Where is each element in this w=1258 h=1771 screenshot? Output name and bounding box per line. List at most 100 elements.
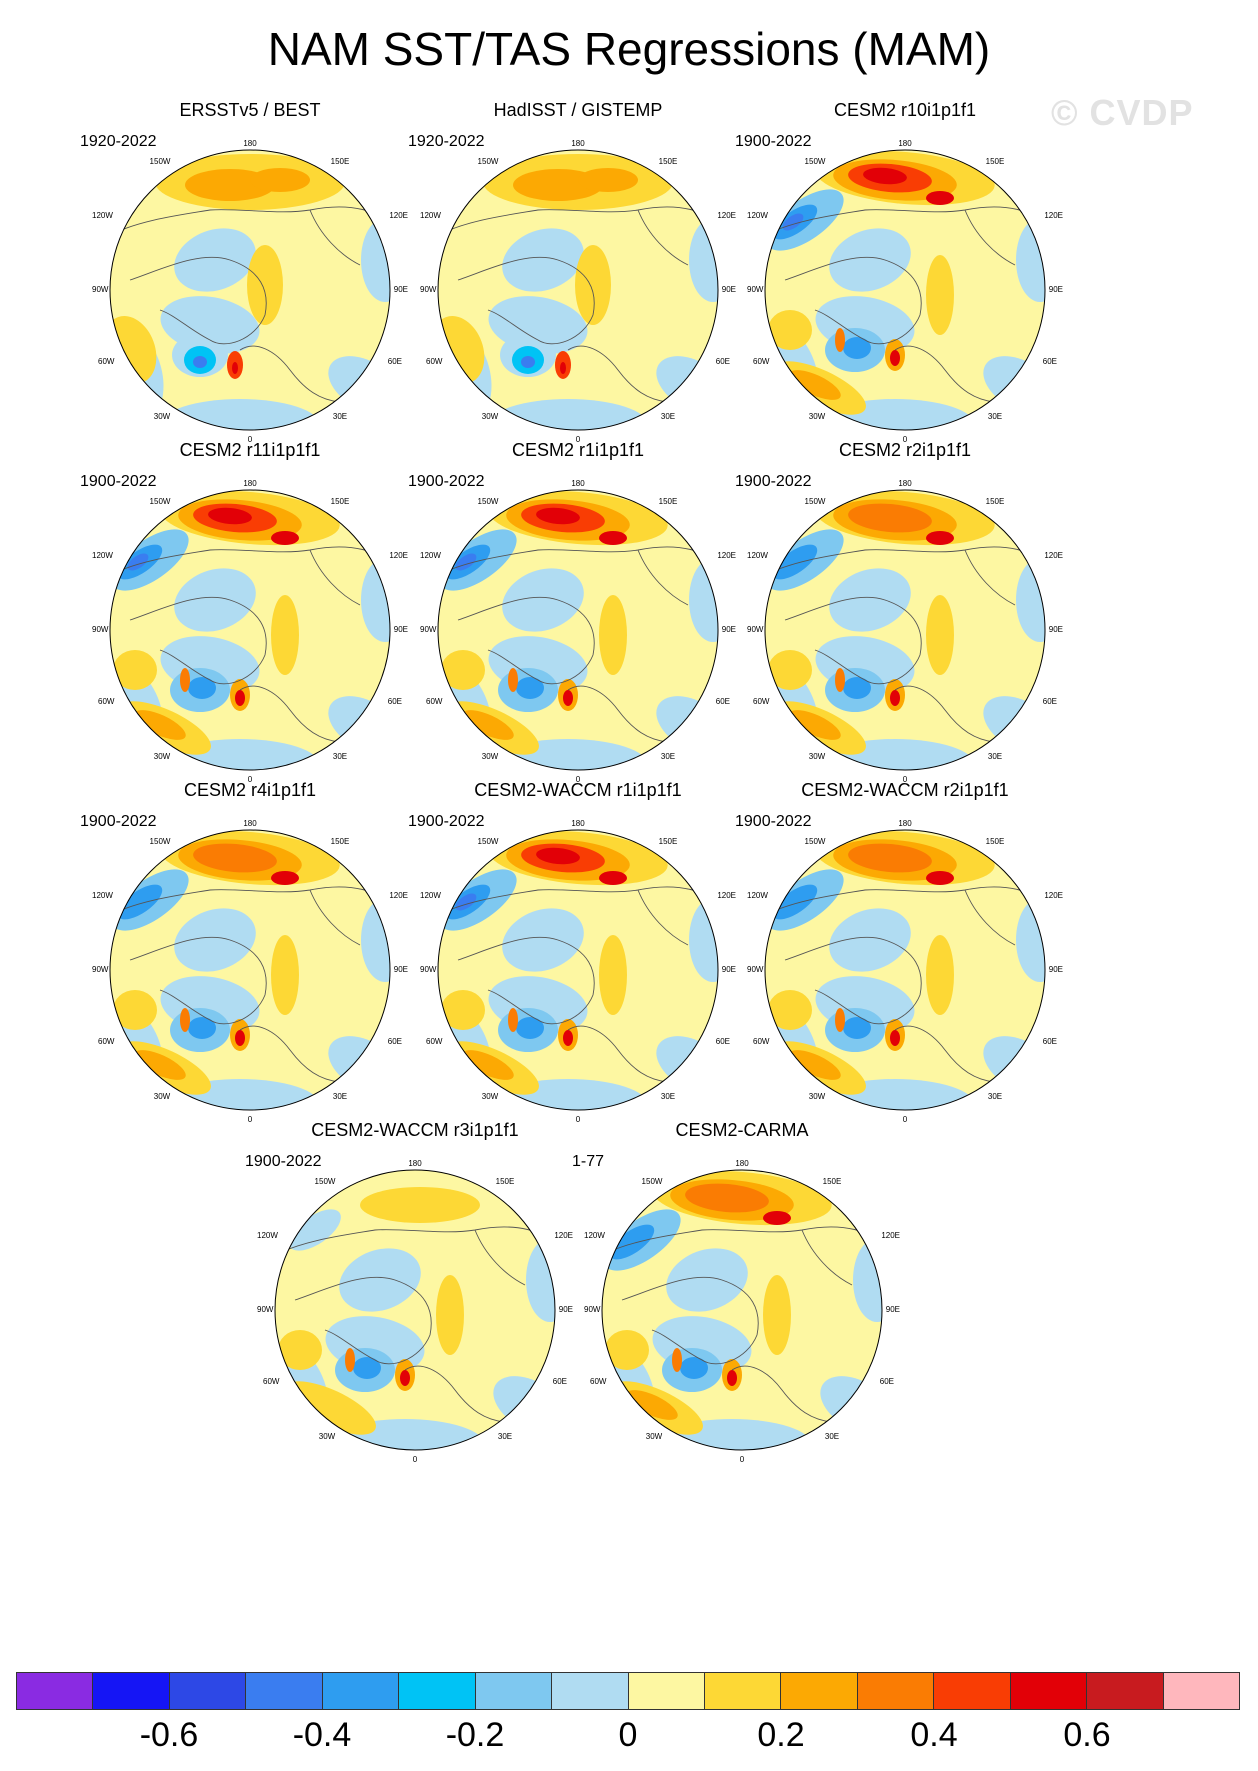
longitude-label-bottom: 0 — [740, 1455, 745, 1464]
polar-map: 180 0 150W 150E 120W 120E 90W 90E 60W 60E 30W 30E — [747, 140, 1063, 444]
longitude-label-right: 90E — [1049, 965, 1063, 974]
longitude-label-right: 90E — [394, 625, 408, 634]
longitude-label-lower-left: 30W — [646, 1432, 663, 1441]
anomaly-region — [727, 1370, 737, 1386]
anomaly-region — [689, 218, 718, 302]
anomaly-region — [835, 1008, 845, 1032]
anomaly-region — [848, 843, 932, 873]
panel-title: CESM2-WACCM r1i1p1f1 — [474, 780, 682, 800]
longitude-label-left: 90W — [747, 965, 764, 974]
anomaly-region — [609, 1224, 655, 1260]
longitude-label-left-lower: 60W — [426, 697, 443, 706]
longitude-label-right-upper: 120E — [389, 211, 408, 220]
anomaly-region — [271, 531, 299, 545]
map-panel: ERSSTv5 / BEST 1920-2022 180 0 150W 150E 120W 1… — [80, 100, 420, 444]
anomaly-region — [502, 908, 584, 972]
longitude-label-bottom: 0 — [903, 1115, 908, 1124]
colorbar-tick-label: -0.2 — [445, 1716, 505, 1754]
panel-years: 1920-2022 — [408, 133, 485, 150]
anomaly-region — [278, 1330, 322, 1370]
longitude-label-upper-left: 150W — [805, 497, 826, 506]
longitude-label-upper-left: 150W — [150, 497, 171, 506]
longitude-label-right-upper: 120E — [717, 551, 736, 560]
longitude-label-left: 90W — [257, 1305, 274, 1314]
anomaly-region — [835, 668, 845, 692]
anomaly-region — [502, 568, 584, 632]
anomaly-region — [271, 595, 299, 675]
longitude-label-left: 90W — [92, 625, 109, 634]
longitude-label-right: 90E — [722, 285, 736, 294]
anomaly-region — [250, 168, 310, 192]
coastline — [110, 546, 390, 743]
map-border — [109, 829, 391, 1111]
longitude-label-right: 90E — [722, 965, 736, 974]
anomaly-region — [926, 935, 954, 1015]
map-border — [437, 829, 719, 1111]
longitude-label-upper-right: 150E — [659, 157, 678, 166]
anomaly-region — [890, 690, 900, 706]
anomaly-region — [843, 1017, 871, 1039]
coastline — [765, 886, 1045, 1083]
longitude-label-right-lower: 60E — [1043, 697, 1057, 706]
longitude-label-right: 90E — [722, 625, 736, 634]
panel-years: 1900-2022 — [80, 473, 157, 490]
anomaly-region — [117, 884, 163, 920]
map-panel: CESM2-WACCM r2i1p1f1 1900-2022 180 0 150W 150… — [735, 780, 1075, 1124]
longitude-label-bottom: 0 — [248, 775, 253, 784]
anomaly-region — [174, 228, 256, 292]
longitude-label-lower-left: 30W — [319, 1432, 336, 1441]
colorbar-box — [1163, 1673, 1239, 1709]
longitude-label-left-upper: 120W — [747, 551, 768, 560]
longitude-label-lower-right: 30E — [988, 752, 1002, 761]
coastline — [765, 206, 1045, 403]
longitude-label-left-lower: 60W — [753, 357, 770, 366]
anomaly-region — [763, 1211, 791, 1225]
map-border — [109, 149, 391, 431]
longitude-label-upper-right: 150E — [659, 497, 678, 506]
anomaly-region — [772, 544, 818, 580]
longitude-label-top: 180 — [408, 1160, 422, 1168]
anomaly-region — [271, 871, 299, 885]
anomaly-region — [926, 191, 954, 205]
longitude-label-right-lower: 60E — [716, 697, 730, 706]
map-panel: CESM2-WACCM r3i1p1f1 1900-2022 180 0 150W 150… — [245, 1120, 585, 1464]
colorbar-tick-label: 0.6 — [1063, 1716, 1111, 1754]
anomaly-region — [516, 1017, 544, 1039]
anomaly-region — [339, 1248, 421, 1312]
longitude-label-top: 180 — [898, 820, 912, 828]
longitude-label-top: 180 — [898, 140, 912, 148]
longitude-label-upper-left: 150W — [315, 1177, 336, 1186]
colorbar-box — [399, 1673, 476, 1709]
anomaly-region — [1016, 898, 1045, 982]
anomaly-region — [599, 935, 627, 1015]
anomaly-region — [521, 356, 535, 368]
longitude-label-upper-right: 150E — [986, 497, 1005, 506]
anomaly-region — [516, 677, 544, 699]
anomaly-region — [672, 1348, 682, 1372]
longitude-label-right-upper: 120E — [1044, 891, 1063, 900]
longitude-label-right-lower: 60E — [716, 1037, 730, 1046]
anomaly-region — [441, 650, 485, 690]
colorbar-box — [169, 1673, 247, 1709]
colorbar-box — [246, 1673, 323, 1709]
longitude-label-right-lower: 60E — [388, 1037, 402, 1046]
map-panel: CESM2 r10i1p1f1 1900-2022 180 0 150W 150E 120W… — [735, 100, 1075, 444]
coastline — [602, 1226, 882, 1423]
panel-title: CESM2 r11i1p1f1 — [179, 440, 321, 460]
colorbar-box — [475, 1673, 553, 1709]
longitude-label-top: 180 — [571, 140, 585, 148]
coastline — [275, 1226, 555, 1423]
anomaly-region — [890, 1030, 900, 1046]
longitude-label-right-lower: 60E — [880, 1377, 894, 1386]
map-border — [109, 489, 391, 771]
longitude-label-lower-left: 30W — [482, 412, 499, 421]
anomaly-region — [843, 337, 871, 359]
panel-years: 1900-2022 — [80, 813, 157, 830]
colorbar-tick-label: -0.4 — [292, 1716, 352, 1754]
longitude-label-bottom: 0 — [576, 1115, 581, 1124]
longitude-label-lower-left: 30W — [809, 412, 826, 421]
map-panel: CESM2-WACCM r1i1p1f1 1900-2022 180 0 150W 150… — [408, 780, 748, 1124]
panel-title: HadISST / GISTEMP — [493, 100, 663, 120]
longitude-label-right-lower: 60E — [553, 1377, 567, 1386]
map-panel: HadISST / GISTEMP 1920-2022 180 0 150W 150E 12… — [408, 100, 748, 444]
